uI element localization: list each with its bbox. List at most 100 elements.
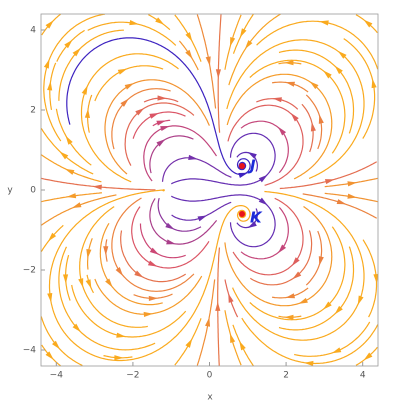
- arrowhead: [258, 174, 268, 183]
- streamline: [94, 65, 164, 102]
- arrowhead: [124, 83, 135, 90]
- arrowhead: [323, 70, 332, 79]
- arrowhead: [157, 95, 167, 101]
- x-tick-label: 4: [360, 371, 366, 381]
- arrowhead: [120, 98, 129, 107]
- streamline: [104, 79, 210, 175]
- streamline: [161, 157, 232, 182]
- arrowhead: [363, 352, 373, 361]
- arrowhead: [230, 37, 236, 47]
- arrowhead: [149, 247, 160, 255]
- x-tick-label: 2: [283, 371, 289, 381]
- arrowhead: [185, 49, 193, 59]
- arrowhead: [103, 246, 109, 256]
- y-tick-label: 2: [30, 106, 36, 116]
- streamline: [58, 29, 124, 101]
- arrowhead: [47, 292, 53, 303]
- streamline: [132, 111, 186, 139]
- y-tick-label: 0: [30, 186, 36, 196]
- arrowhead: [85, 279, 92, 289]
- arrowhead: [230, 333, 236, 343]
- arrowhead: [129, 20, 139, 26]
- arrowhead: [318, 256, 324, 266]
- arrowhead: [319, 20, 329, 26]
- y-axis-label: y: [7, 186, 13, 196]
- arrowhead: [247, 221, 257, 229]
- arrowhead: [45, 351, 54, 360]
- streamline: [232, 14, 254, 54]
- y-tick-label: −4: [23, 346, 37, 356]
- streamline: [124, 102, 195, 166]
- arrowhead: [215, 69, 222, 79]
- arrowhead: [78, 278, 84, 288]
- streamline: [79, 206, 148, 328]
- arrowhead: [188, 154, 198, 161]
- arrowhead: [84, 108, 90, 119]
- streamline: [362, 239, 378, 318]
- arrowhead: [284, 314, 294, 320]
- arrowhead: [117, 68, 128, 75]
- arrowhead: [244, 40, 253, 50]
- arrowhead: [86, 249, 92, 259]
- x-axis-label: x: [207, 393, 213, 403]
- arrowhead: [291, 257, 300, 267]
- arrowhead: [347, 181, 357, 187]
- arrowhead: [298, 297, 308, 304]
- arrowhead: [239, 340, 246, 351]
- arrowhead: [116, 332, 126, 338]
- arrowhead: [135, 107, 145, 116]
- arrowhead: [309, 81, 319, 90]
- arrowhead: [66, 193, 77, 199]
- arrowhead: [64, 39, 73, 49]
- arrowhead: [48, 232, 57, 242]
- arrowhead: [65, 135, 73, 145]
- arrowhead: [185, 338, 193, 348]
- arrowhead: [156, 120, 166, 126]
- y-tick-label: −2: [23, 266, 36, 276]
- arrowhead: [285, 81, 296, 87]
- arrowhead: [310, 121, 316, 132]
- arrowhead: [47, 81, 53, 91]
- point: [239, 211, 246, 217]
- point: [239, 163, 246, 169]
- arrowhead: [324, 179, 335, 185]
- arrowhead: [147, 260, 158, 267]
- arrowhead: [160, 126, 170, 132]
- arrowhead: [72, 323, 81, 333]
- arrowhead: [197, 215, 208, 222]
- streamline: [149, 135, 194, 174]
- arrowhead: [258, 197, 268, 206]
- streamline: [71, 284, 187, 338]
- arrowhead: [155, 17, 165, 25]
- arrowhead: [81, 85, 88, 95]
- arrowhead: [43, 59, 50, 69]
- arrowhead: [336, 199, 347, 205]
- arrowhead: [334, 65, 343, 75]
- arrowhead: [285, 293, 296, 299]
- arrowhead: [247, 151, 257, 159]
- arrowhead: [334, 305, 343, 315]
- streamline: [143, 125, 217, 182]
- streamline: [224, 310, 242, 366]
- streamline: [174, 318, 202, 366]
- streamline: [149, 198, 218, 245]
- streamline: [120, 230, 187, 283]
- arrowhead: [373, 274, 378, 284]
- x-tick-label: −4: [50, 371, 64, 381]
- arrowhead: [59, 151, 69, 160]
- arrowhead: [290, 112, 299, 122]
- x-tick-label: 0: [207, 371, 213, 381]
- arrowhead: [62, 274, 69, 284]
- arrowhead: [278, 244, 287, 254]
- streamline: [41, 154, 102, 183]
- streamline: [139, 223, 186, 259]
- streamline: [256, 20, 378, 70]
- arrowhead: [165, 222, 175, 230]
- arrowhead: [72, 47, 81, 57]
- arrowhead: [337, 50, 347, 59]
- arrowhead: [143, 311, 154, 318]
- x-tick-label: −2: [126, 371, 139, 381]
- arrowhead: [318, 114, 324, 124]
- arrowhead: [166, 239, 176, 245]
- arrowhead: [278, 126, 287, 136]
